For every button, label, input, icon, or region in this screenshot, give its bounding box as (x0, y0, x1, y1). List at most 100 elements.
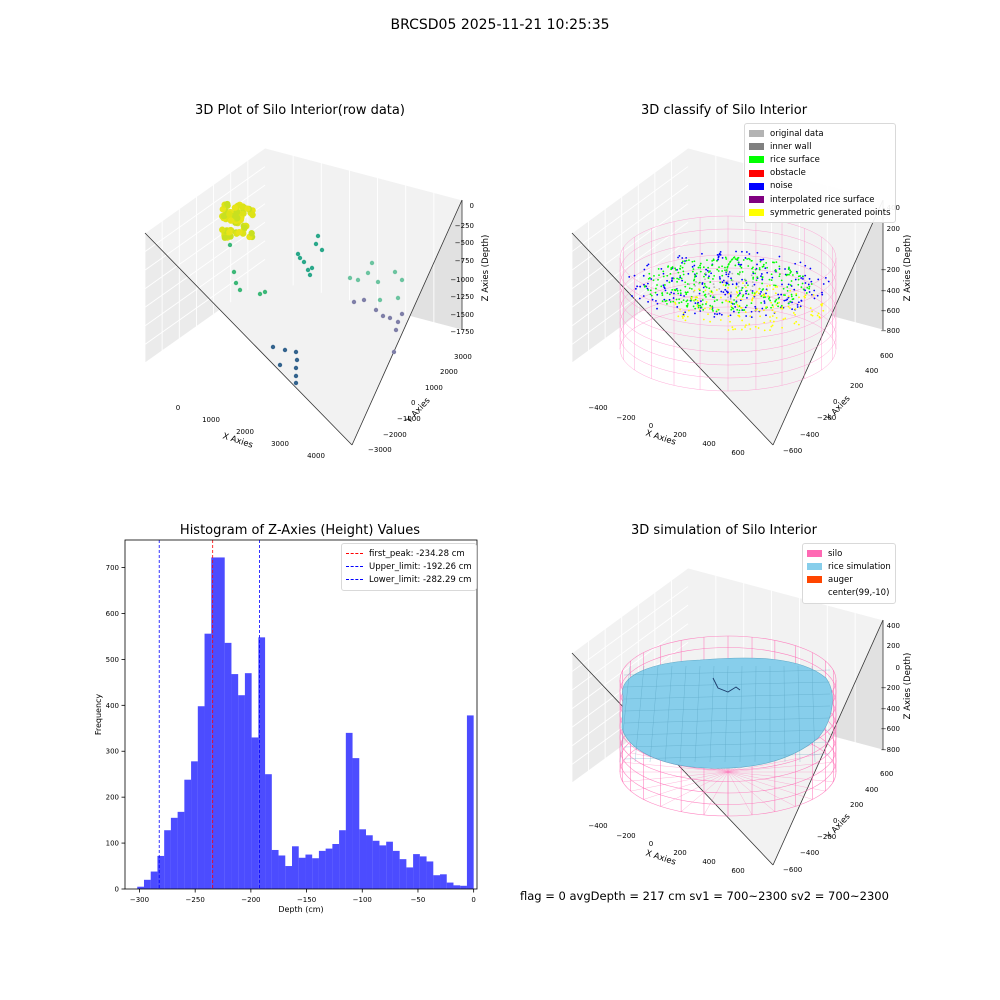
z-axis-label: Z Axies (Depth) (903, 235, 913, 302)
sim-y-tick-label: 0 (833, 817, 837, 825)
data-point (697, 306, 700, 309)
data-point (675, 298, 678, 301)
data-point (749, 328, 752, 330)
data-point (747, 265, 750, 267)
data-point (701, 252, 703, 255)
wireframe-spoke (727, 771, 813, 800)
data-point (766, 266, 769, 269)
histogram-bar (440, 874, 447, 889)
x-axis-line (144, 232, 353, 446)
data-point (739, 265, 742, 268)
data-point (827, 280, 830, 283)
legend-swatch (749, 156, 764, 164)
raw-x-tick-label: 1000 (202, 416, 220, 424)
data-point (768, 297, 770, 300)
data-point (690, 297, 693, 300)
data-point (799, 261, 802, 264)
data-point (741, 270, 744, 273)
wireframe-spoke (727, 752, 826, 773)
grid-line (144, 184, 266, 271)
data-point (718, 312, 721, 315)
grid-line (571, 166, 689, 252)
data-point (741, 319, 744, 322)
data-point (757, 292, 760, 295)
data-point (724, 266, 726, 269)
data-point (671, 266, 674, 268)
data-point (810, 280, 813, 283)
data-point (731, 306, 733, 309)
data-point (231, 269, 237, 275)
data-point (745, 324, 747, 327)
data-point (751, 267, 753, 270)
data-point (722, 279, 725, 282)
data-point (226, 229, 233, 236)
mesh-line (623, 753, 831, 760)
data-point (771, 276, 774, 279)
data-point (683, 262, 686, 265)
data-point (770, 306, 772, 309)
data-point (781, 283, 783, 286)
data-point (775, 261, 778, 264)
sim-x-tick-label: −200 (616, 832, 635, 840)
data-point (721, 281, 724, 284)
data-point (795, 292, 798, 295)
raw-z-tick-label: −500 (455, 239, 474, 247)
legend-label: Lower_limit: -282.29 cm (369, 574, 472, 585)
histogram-bar (332, 843, 340, 889)
data-point (633, 274, 636, 277)
data-point (741, 278, 743, 281)
data-point (786, 273, 789, 276)
data-point (684, 281, 687, 284)
data-point (713, 312, 716, 315)
wireframe-spoke (727, 771, 775, 812)
cls-x-tick-label: −400 (588, 404, 607, 412)
data-point (313, 241, 319, 247)
data-point (725, 270, 727, 273)
data-point (702, 318, 705, 321)
data-point (716, 254, 719, 256)
data-point (794, 313, 797, 316)
data-point (704, 272, 707, 274)
data-point (380, 313, 386, 319)
data-point (642, 295, 645, 297)
data-point (763, 302, 766, 304)
data-point (802, 275, 804, 278)
data-point (730, 277, 732, 280)
data-point (809, 307, 812, 310)
data-point (685, 291, 688, 294)
data-point (713, 274, 716, 277)
sim-z-tick-label: −400 (881, 705, 900, 713)
data-point (695, 280, 697, 283)
data-point (679, 289, 682, 292)
data-point (728, 292, 731, 295)
data-point (745, 251, 748, 253)
data-point (750, 310, 753, 313)
data-point (778, 275, 781, 278)
data-point (772, 288, 775, 291)
data-point (673, 288, 676, 291)
data-point (674, 269, 677, 271)
data-point (781, 307, 784, 310)
data-point (679, 276, 682, 279)
data-point (719, 250, 722, 253)
data-point (735, 282, 738, 285)
histogram-bar (460, 885, 467, 889)
data-point (657, 278, 659, 281)
wireframe-spoke (622, 771, 729, 782)
data-point (790, 293, 793, 296)
raw-x-tick-label: 0 (176, 404, 180, 412)
data-point (769, 320, 772, 322)
data-point (688, 259, 690, 262)
data-point (780, 293, 783, 296)
data-point (787, 268, 790, 271)
sim-y-tick-label: −200 (817, 833, 836, 841)
data-point (678, 302, 681, 304)
data-point (642, 274, 645, 277)
data-point (693, 283, 696, 286)
data-point (721, 301, 724, 304)
data-point (756, 290, 758, 293)
data-point (778, 255, 781, 258)
data-point (670, 291, 673, 294)
sim-x-tick-label: 400 (702, 858, 715, 866)
data-point (705, 268, 708, 271)
